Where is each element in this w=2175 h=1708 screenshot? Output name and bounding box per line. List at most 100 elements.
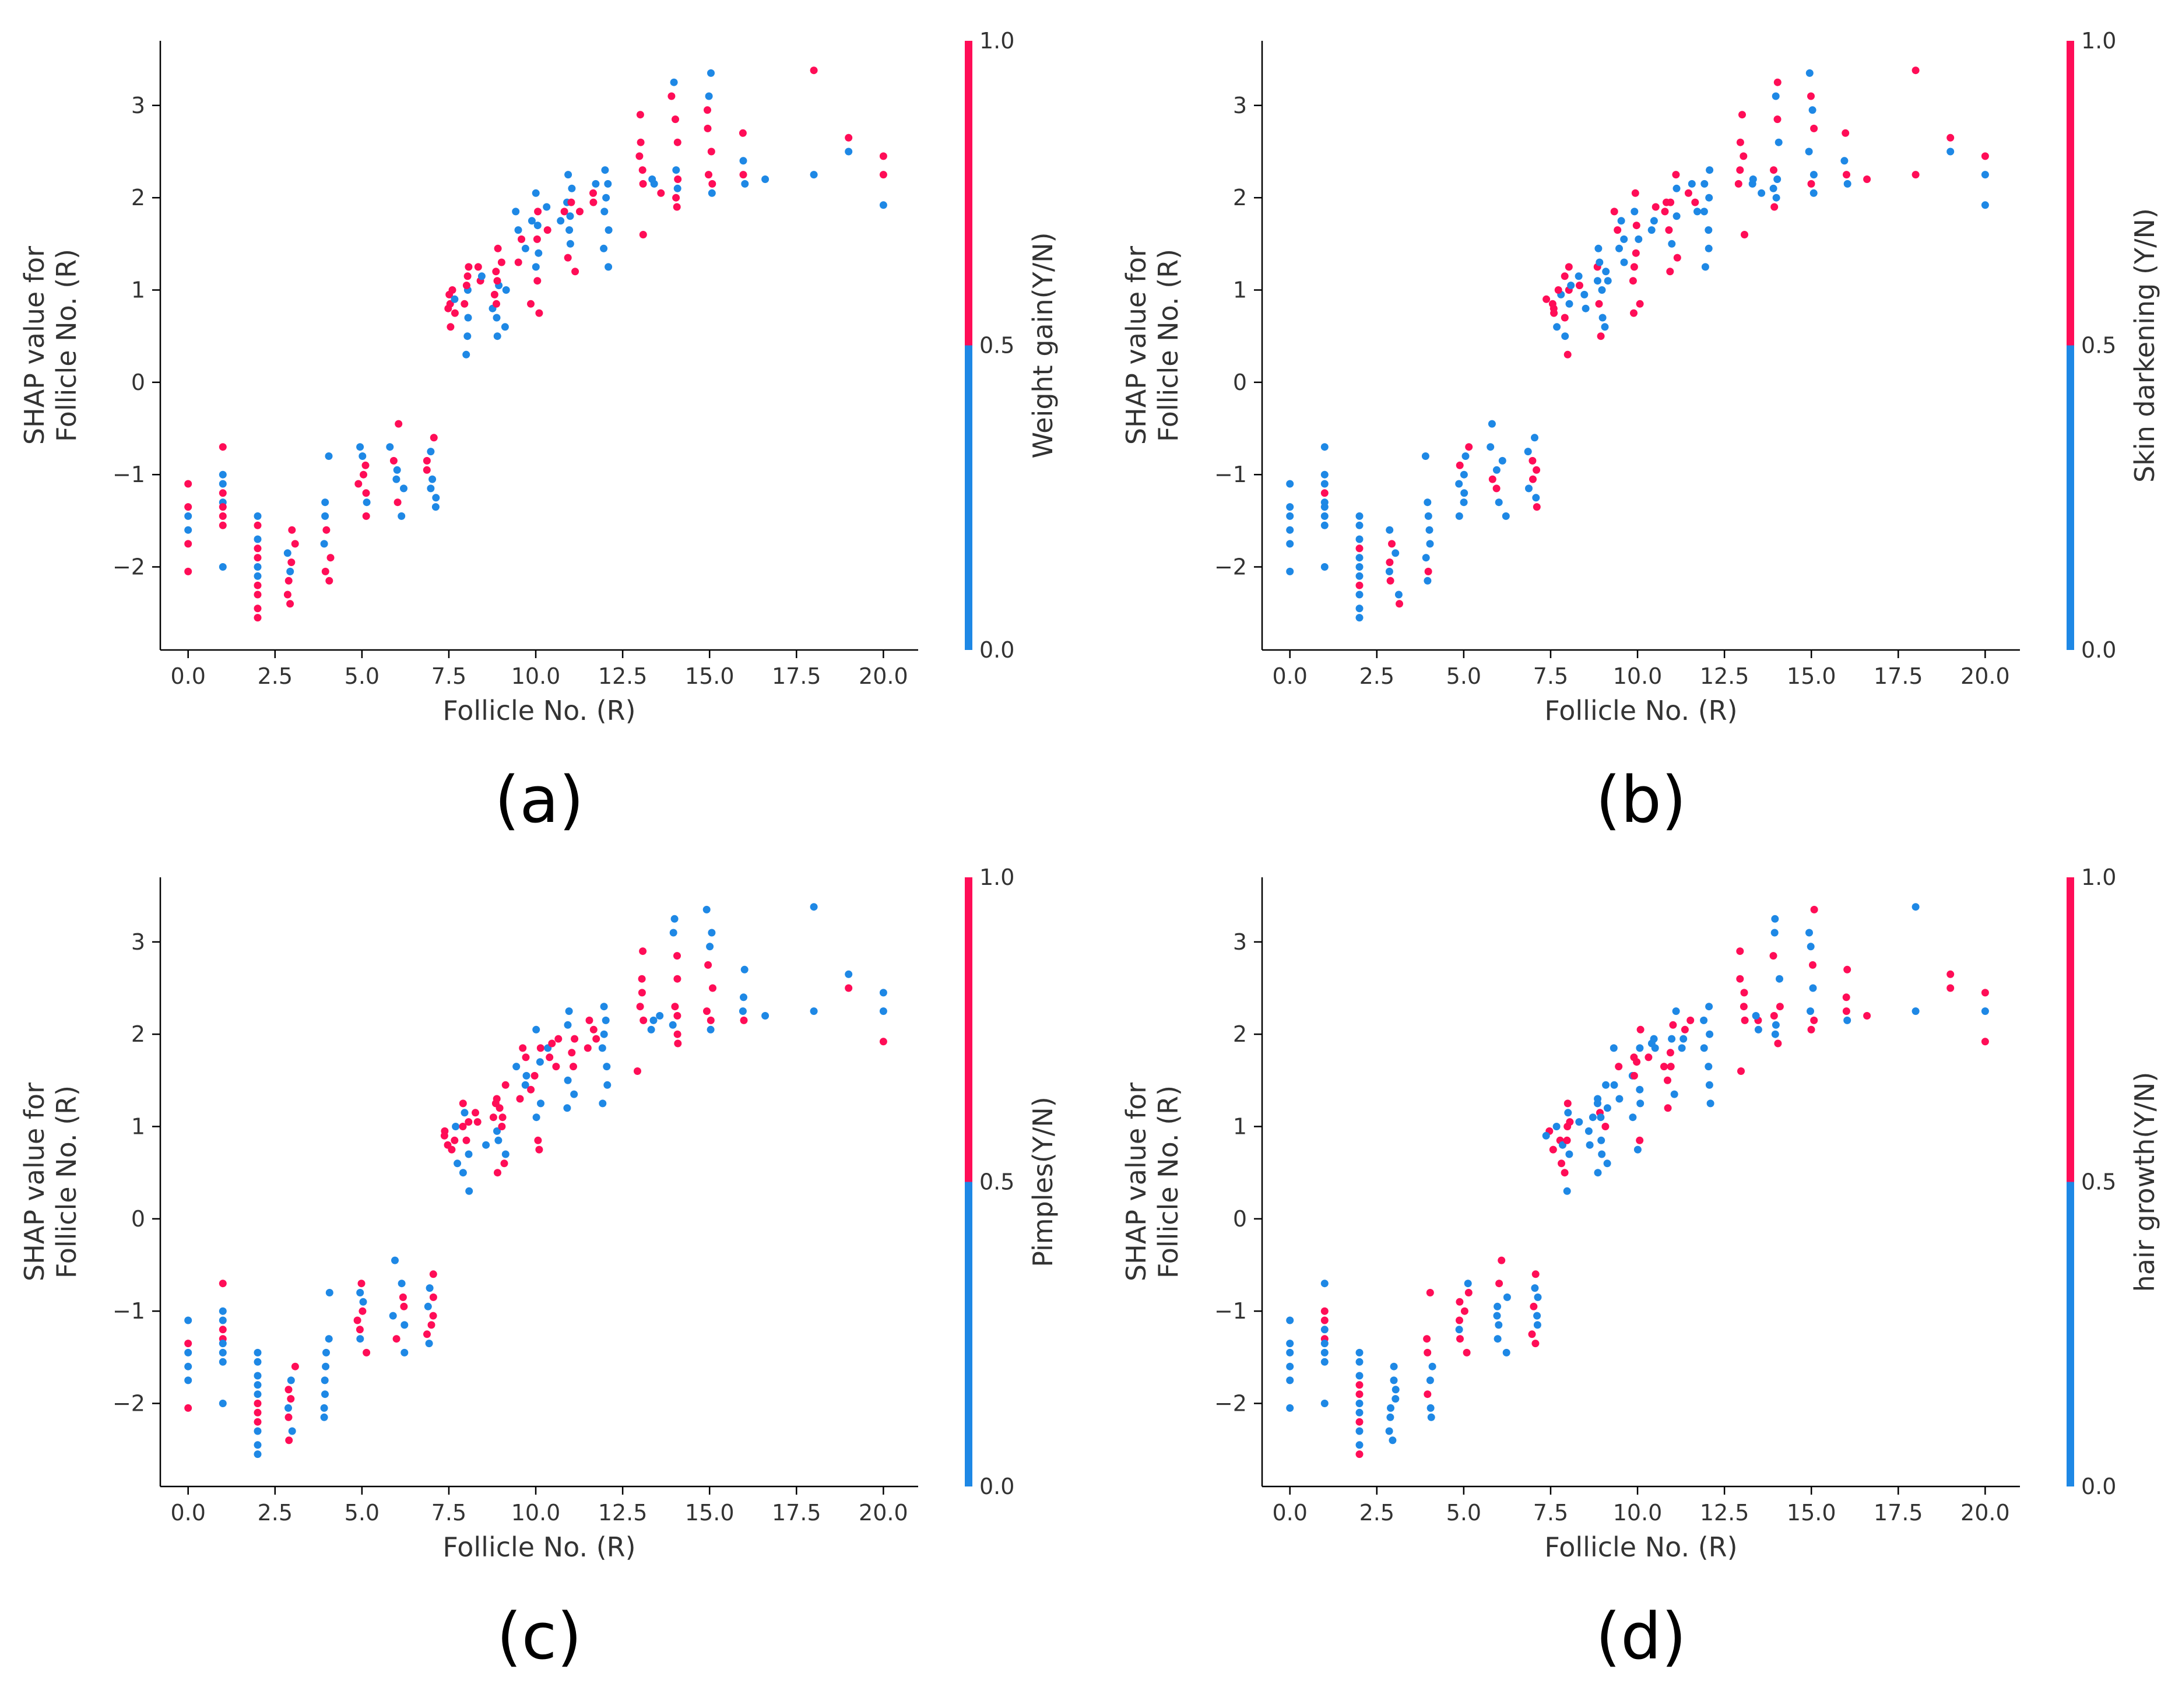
y-tick-label: 2 [131,1021,145,1047]
point-low [845,970,853,978]
point-low [1494,1335,1502,1343]
point-high [530,1071,539,1080]
point-high [1563,350,1572,359]
point-high [672,115,679,124]
panel-b: 0.0 2.5 5.0 7.5 10.0 12.5 15.0 17.5 20.0 −2 −1 0 1 2 3… [1120,28,2160,837]
point-low [1386,1413,1394,1421]
panel-label: (b) [1596,762,1686,837]
point-high [219,521,227,529]
point-low [1320,1358,1329,1366]
point-low [570,1090,578,1098]
point-low [1805,929,1813,937]
panel-a: 0.0 2.5 5.0 7.5 10.0 12.5 15.0 17.5 20.0 −2 −1 0 1 2 3… [19,28,1059,837]
point-high [592,1035,600,1043]
point-high [571,1035,579,1043]
point-low [810,171,818,179]
point-low [1598,286,1606,294]
point-high [429,1270,437,1278]
point-low [810,1007,818,1015]
point-high [1636,300,1644,308]
point-high [636,1003,644,1011]
point-low [673,184,681,192]
point-low [602,194,610,202]
point-high [704,124,712,132]
x-tick-label: 20.0 [1960,1500,2010,1526]
point-high [1630,309,1638,317]
point-high [1488,475,1496,483]
y-tick-label: 1 [131,1114,145,1140]
point-low [184,1362,192,1370]
point-low [739,1007,747,1015]
x-tick-label: 12.5 [1700,663,1749,689]
point-low [1700,180,1709,188]
panel-label: (a) [494,762,584,837]
point-high [1946,970,1955,978]
point-low [1355,563,1364,571]
point-high [1912,171,1920,179]
point-high [461,300,469,308]
point-high [1863,175,1871,183]
point-low [1598,314,1607,322]
point-low [1981,171,1989,179]
y-axis-label-line-1: SHAP value for [19,1083,50,1281]
point-low [184,512,192,520]
point-high [1681,1025,1689,1034]
point-low [649,1016,658,1024]
point-high [219,443,227,451]
point-low [1422,554,1430,562]
point-high [554,1035,563,1043]
point-high [1669,1021,1677,1029]
scatter-points [184,66,887,622]
point-high [1769,952,1777,960]
point-high [568,1049,576,1057]
point-low [1629,1113,1637,1122]
point-high [429,1312,437,1320]
point-high [1665,226,1673,234]
point-low [1460,489,1468,497]
point-high [1561,1169,1569,1177]
point-low [254,1450,262,1459]
point-high [639,231,647,238]
point-low [1981,1007,1989,1015]
point-high [465,1118,473,1126]
point-low [1602,268,1610,276]
y-tick-label: 3 [131,93,145,118]
point-high [1386,558,1394,567]
point-high [1563,1136,1571,1144]
point-high [254,521,262,529]
x-tick-label: 0.0 [1272,1500,1307,1526]
point-low [557,217,565,225]
point-high [552,1063,560,1071]
x-tick-label: 7.5 [1533,1500,1568,1526]
point-high [1388,540,1396,548]
point-low [219,1316,227,1324]
point-low [428,475,437,483]
point-low [1498,456,1506,465]
point-low [669,929,677,937]
point-high [1615,1063,1623,1071]
point-low [1390,1376,1398,1384]
point-high [673,1030,681,1038]
y-axis-label-line-2: Follicle No. (R) [51,249,82,442]
point-low [1688,180,1696,188]
point-low [392,475,400,483]
point-low [320,1404,328,1412]
point-low [1807,943,1815,951]
point-high [639,180,647,188]
point-low [398,1280,406,1288]
point-low [1805,147,1813,156]
point-low [1286,1376,1294,1384]
point-high [284,577,293,585]
point-low [425,1340,433,1348]
point-high [1661,208,1669,216]
y-axis-label-line-1: SHAP value for [19,246,50,445]
point-low [1672,1007,1680,1015]
point-low [564,1021,572,1029]
point-low [219,563,227,571]
point-high [361,461,370,469]
panel-label: (d) [1596,1599,1686,1674]
point-high [322,526,331,534]
y-tick-label: −1 [1214,1298,1247,1324]
point-low [528,217,536,225]
point-high [1386,577,1394,585]
